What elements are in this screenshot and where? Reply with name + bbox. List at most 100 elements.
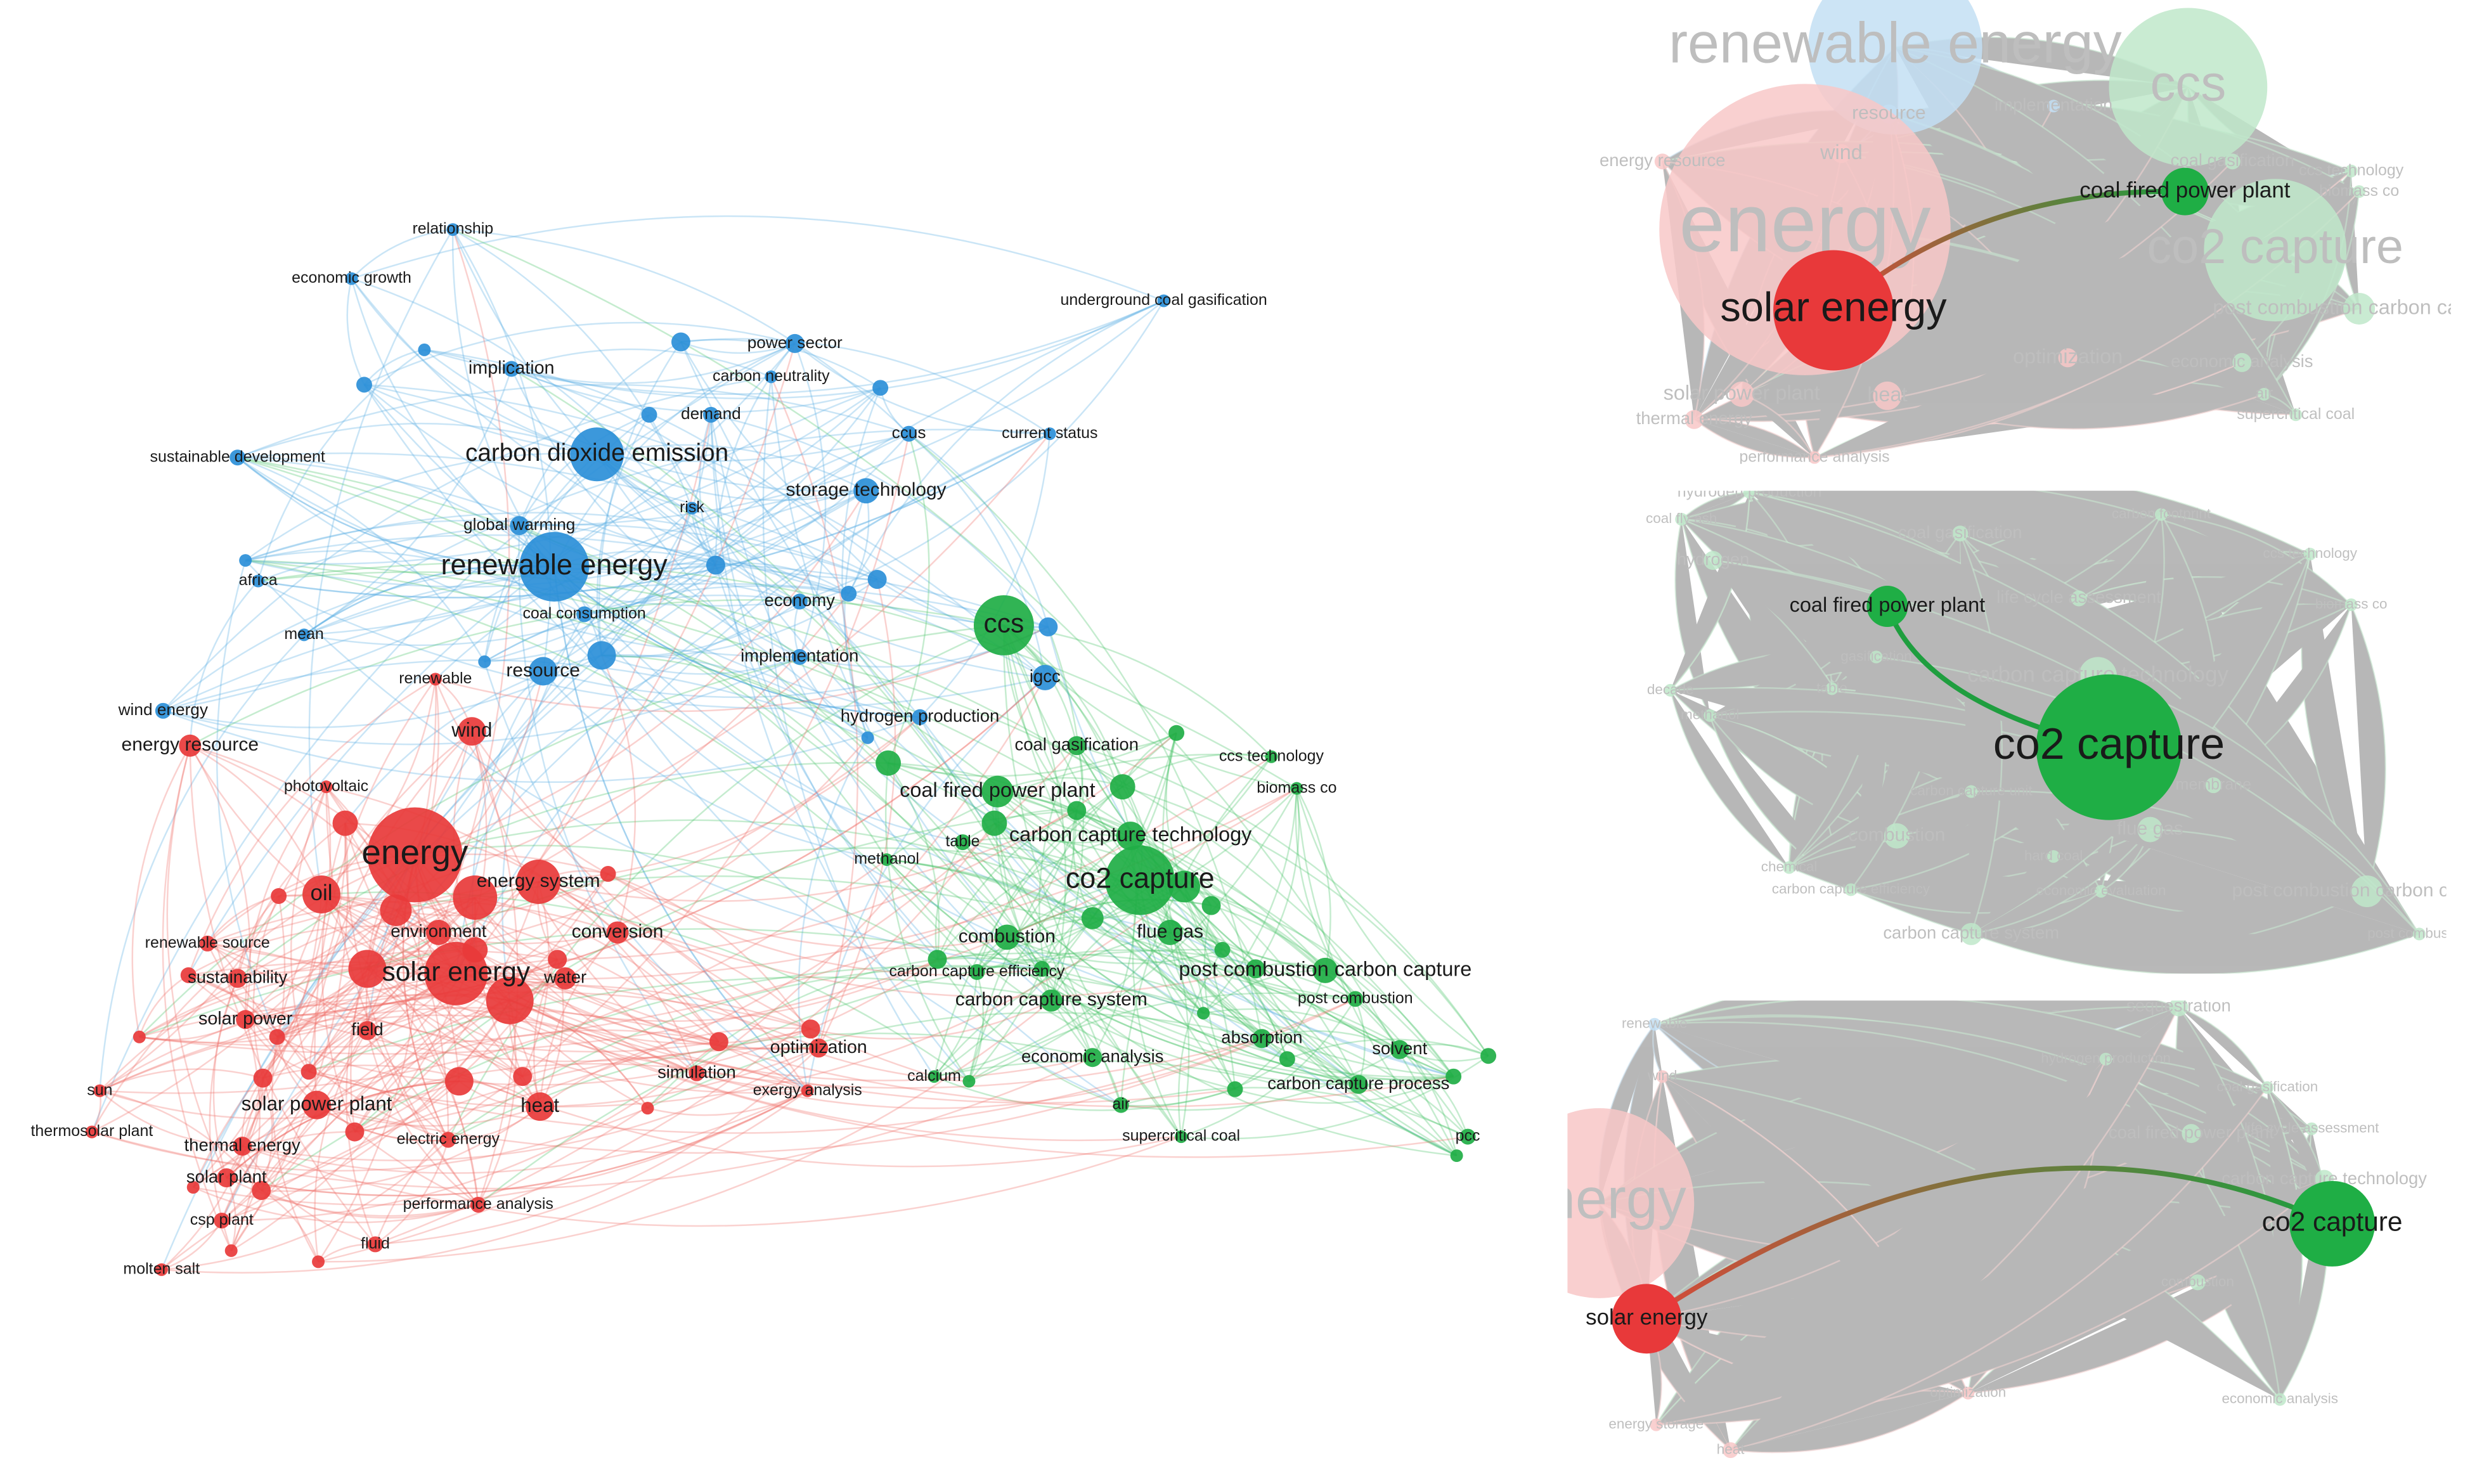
- edge: [448, 965, 1042, 1141]
- edge: [237, 456, 869, 739]
- edge: [1894, 47, 2360, 310]
- edge: [2240, 249, 2276, 363]
- edge: [226, 1080, 460, 1178]
- node: [2344, 598, 2358, 611]
- edge: [2078, 514, 2163, 600]
- edge: [161, 1047, 819, 1270]
- edge: [1654, 1000, 2179, 1025]
- node: [1704, 709, 1717, 722]
- node: [1743, 491, 1756, 499]
- node-label: risk: [680, 498, 704, 516]
- node: [1960, 922, 1982, 945]
- edge: [2190, 1133, 2209, 1283]
- node: [1684, 410, 1704, 429]
- edge: [261, 1000, 510, 1191]
- node-label: electric energy: [397, 1130, 500, 1148]
- edge: [221, 1041, 720, 1222]
- edge: [2105, 1058, 2312, 1130]
- node: [2071, 590, 2087, 607]
- edge: [976, 949, 1356, 1000]
- highlight-node: [2161, 167, 2209, 216]
- node-label: energy system: [477, 870, 600, 891]
- edge: [1788, 657, 1877, 868]
- edge: [162, 583, 1049, 712]
- edge: [2105, 1058, 2281, 1400]
- edge: [1598, 1056, 2106, 1204]
- edge: [584, 613, 888, 860]
- node-label: coal gasification: [1898, 522, 2022, 542]
- edge: [237, 456, 1008, 938]
- edge: [583, 564, 716, 615]
- edge: [2105, 1058, 2312, 1130]
- edge: [375, 677, 1046, 1246]
- node: [2109, 8, 2268, 167]
- edge: [1076, 745, 1454, 1078]
- edge: [596, 453, 1094, 1058]
- edge: [1654, 1014, 2192, 1135]
- edge: [242, 1135, 1182, 1227]
- edge: [1840, 102, 2054, 155]
- edge: [226, 1080, 460, 1178]
- node: [1168, 725, 1185, 741]
- edge: [189, 745, 456, 975]
- detail-panel: renewable energy ccs resource implementatio…: [1600, 0, 2451, 464]
- node: [1175, 1130, 1188, 1144]
- edge: [354, 810, 1077, 1133]
- node: [1808, 0, 1982, 135]
- edge: [424, 349, 850, 595]
- edge: [344, 654, 602, 824]
- node: [587, 641, 616, 670]
- edge: [888, 732, 1177, 777]
- edge: [1895, 46, 2054, 107]
- node-label: field: [351, 1019, 383, 1039]
- node: [872, 380, 889, 396]
- edge: [166, 745, 228, 1178]
- edge: [1788, 675, 2098, 868]
- edge: [459, 958, 938, 1086]
- edge: [1203, 1008, 1400, 1050]
- node: [155, 702, 171, 719]
- node: [785, 333, 805, 353]
- edge: [245, 1014, 523, 1078]
- edge: [316, 1104, 541, 1127]
- edge: [1804, 113, 1890, 231]
- edge: [207, 943, 449, 1140]
- edge: [1887, 249, 2275, 397]
- node: [230, 449, 246, 466]
- node: [1962, 1386, 1975, 1400]
- node-label: resource: [506, 660, 580, 681]
- node-label: post combustion: [2367, 925, 2470, 941]
- edge: [933, 786, 1123, 1077]
- edge: [366, 968, 479, 1205]
- edge: [919, 716, 1288, 1060]
- edge: [962, 841, 1223, 951]
- node: [1043, 427, 1056, 441]
- edge: [818, 579, 896, 1048]
- edge: [936, 835, 1131, 960]
- edge: [1662, 160, 2360, 321]
- node-label: combustion: [1848, 825, 1945, 846]
- node: [2047, 100, 2060, 113]
- edge: [1656, 1133, 2192, 1426]
- node: [2204, 179, 2347, 321]
- node-label: carbon capture system: [955, 989, 1148, 1010]
- edge: [1051, 1000, 1454, 1086]
- edge: [236, 456, 555, 568]
- edge: [354, 1080, 460, 1133]
- edge: [245, 1019, 309, 1073]
- edge: [290, 786, 327, 1073]
- edge: [477, 1000, 517, 1206]
- edge: [1184, 886, 1454, 1077]
- node-label: ccs technology: [1219, 747, 1324, 765]
- node-label: sustainability: [188, 967, 288, 987]
- edge: [1959, 532, 2056, 857]
- edge: [351, 278, 555, 568]
- edge: [607, 873, 1007, 950]
- edge: [1655, 1132, 2192, 1426]
- edge: [2187, 87, 2297, 416]
- edge: [1832, 688, 2102, 892]
- node-label: biomass co: [1257, 778, 1336, 796]
- node-label: economic analysis: [2221, 1391, 2338, 1407]
- edge: [1709, 714, 1898, 837]
- edge: [1712, 513, 2162, 582]
